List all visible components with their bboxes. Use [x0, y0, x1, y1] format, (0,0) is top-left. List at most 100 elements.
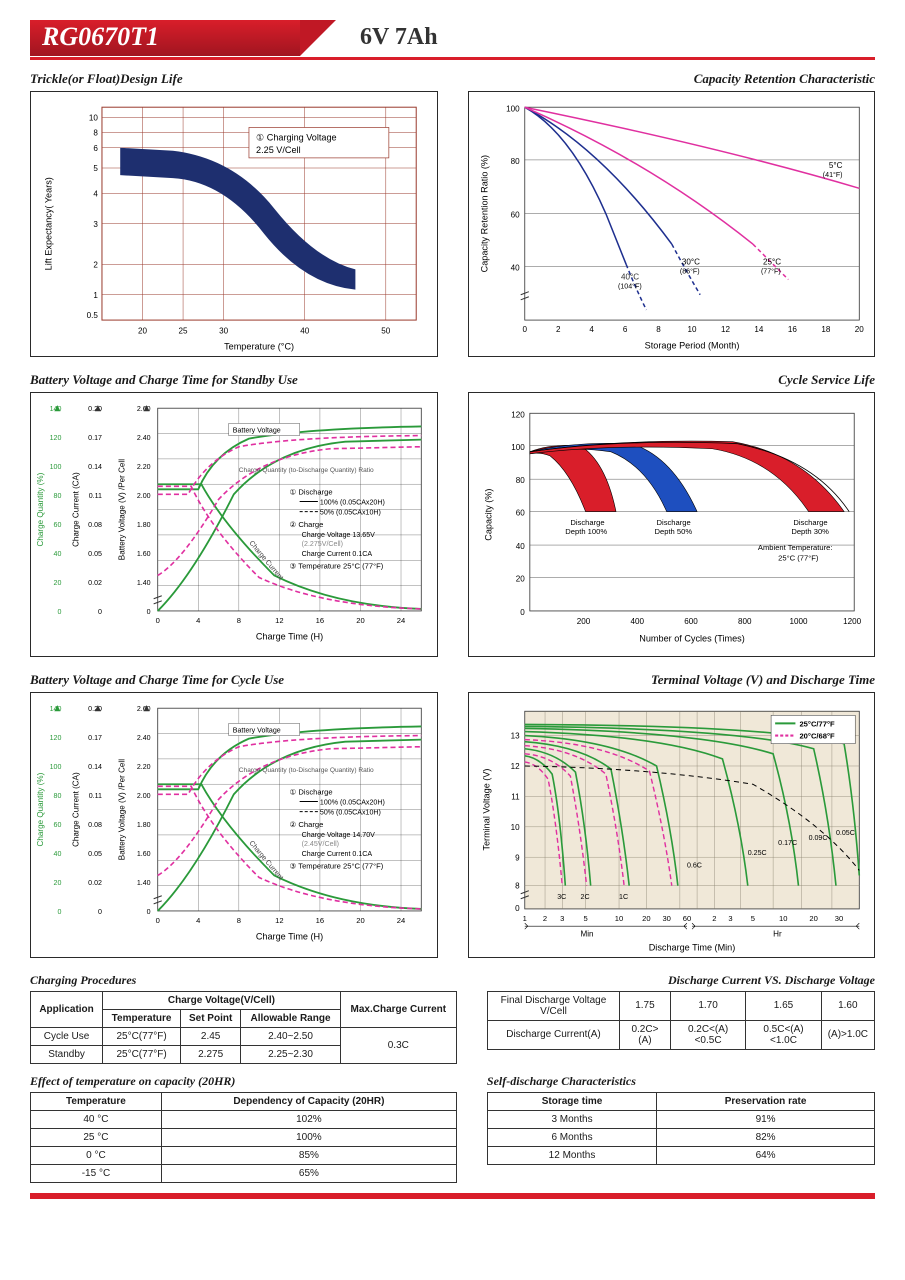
svg-text:1.40: 1.40: [137, 879, 151, 887]
svg-text:2: 2: [712, 914, 716, 923]
svg-text:0.5: 0.5: [87, 311, 99, 320]
svg-text:4: 4: [93, 189, 98, 198]
svg-text:2.00: 2.00: [137, 792, 151, 800]
svg-text:0.02: 0.02: [88, 579, 102, 587]
trickle-note1: ① Charging Voltage: [256, 133, 337, 143]
svg-text:0.14: 0.14: [88, 763, 102, 771]
svg-text:40: 40: [300, 326, 310, 335]
svg-text:8: 8: [237, 616, 241, 625]
svg-text:120: 120: [511, 410, 525, 419]
svg-text:0.09C: 0.09C: [808, 834, 827, 842]
svg-text:60: 60: [515, 508, 525, 517]
svg-text:0: 0: [98, 608, 102, 616]
svg-text:40: 40: [515, 542, 525, 551]
svg-text:Depth 100%: Depth 100%: [565, 526, 607, 535]
svg-text:1: 1: [93, 291, 98, 300]
svg-text:1000: 1000: [789, 617, 808, 626]
svg-text:60: 60: [54, 821, 62, 829]
svg-text:120: 120: [50, 434, 62, 442]
svg-text:20: 20: [54, 879, 62, 887]
svg-text:0.6C: 0.6C: [686, 861, 701, 869]
svg-text:Discharge: Discharge: [793, 517, 827, 526]
chart-title-trickle: Trickle(or Float)Design Life: [30, 71, 438, 87]
svg-text:Storage Period (Month): Storage Period (Month): [644, 340, 739, 350]
svg-text:100% (0.05CAx20H): 100% (0.05CAx20H): [320, 498, 385, 506]
svg-text:1: 1: [522, 914, 526, 923]
svg-text:40: 40: [54, 550, 62, 558]
svg-text:0.17C: 0.17C: [778, 839, 797, 847]
th-application: Application: [31, 991, 103, 1027]
svg-text:Min: Min: [580, 929, 593, 938]
svg-text:20: 20: [854, 325, 864, 334]
chart-standby: Battery VoltageCharge Quantity (to-Disch…: [30, 392, 438, 658]
svg-text:(2.275V/Cell): (2.275V/Cell): [302, 540, 343, 548]
trickle-note2: 2.25 V/Cell: [256, 145, 301, 155]
discharge-vs-title: Discharge Current VS. Discharge Voltage: [487, 973, 875, 988]
svg-text:11: 11: [511, 793, 520, 802]
svg-text:1C: 1C: [619, 893, 628, 901]
th-charge-voltage: Charge Voltage(V/Cell): [103, 991, 341, 1009]
svg-text:③ Temperature 25°C (77°F): ③ Temperature 25°C (77°F): [290, 861, 384, 870]
svg-text:16: 16: [316, 616, 324, 625]
svg-text:Charge Current (CA): Charge Current (CA): [72, 772, 81, 847]
svg-text:10: 10: [89, 113, 99, 122]
svg-text:0.11: 0.11: [89, 492, 102, 500]
svg-text:80: 80: [515, 476, 525, 485]
svg-text:2.40: 2.40: [137, 734, 151, 742]
table-row: Final Discharge Voltage V/Cell 1.75 1.70…: [487, 991, 874, 1020]
chart-title-terminal: Terminal Voltage (V) and Discharge Time: [468, 672, 876, 688]
svg-text:5: 5: [583, 914, 587, 923]
svg-text:0: 0: [520, 608, 525, 617]
table-row: 6 Months82%: [487, 1128, 874, 1146]
svg-text:12: 12: [275, 616, 283, 625]
svg-text:Discharge: Discharge: [570, 517, 604, 526]
svg-text:1.60: 1.60: [137, 850, 151, 858]
svg-text:80: 80: [54, 792, 62, 800]
svg-text:50: 50: [381, 326, 391, 335]
svg-text:Charge Quantity (to-Discharge: Charge Quantity (to-Discharge Quantity) …: [239, 767, 374, 774]
svg-text:2.00: 2.00: [137, 492, 151, 500]
svg-text:Charge Quantity (%): Charge Quantity (%): [36, 773, 45, 847]
svg-text:0.02: 0.02: [88, 879, 102, 887]
chart-title-cycleuse: Battery Voltage and Charge Time for Cycl…: [30, 672, 438, 688]
table-row: 3 Months91%: [487, 1110, 874, 1128]
th-setpoint: Set Point: [181, 1009, 241, 1027]
svg-text:Charge Voltage 14.70V: Charge Voltage 14.70V: [302, 831, 375, 839]
svg-text:(41°F): (41°F): [822, 171, 842, 179]
table-row: 40 °C102%: [31, 1110, 457, 1128]
svg-text:Battery Voltage (V) /Per Cell: Battery Voltage (V) /Per Cell: [117, 759, 126, 860]
svg-text:Charge Time (H): Charge Time (H): [256, 631, 323, 641]
table-row: 0 °C85%: [31, 1146, 457, 1164]
chart-title-retention: Capacity Retention Characteristic: [468, 71, 876, 87]
svg-text:0: 0: [156, 916, 160, 925]
svg-text:100: 100: [511, 442, 525, 451]
chart-terminal: 25°C/77°F 20°C/68°F 3C2C 1C0.6C 0.25C0.1…: [468, 692, 876, 958]
svg-text:2: 2: [542, 914, 546, 923]
svg-text:0.05: 0.05: [88, 850, 102, 858]
footer-rule: [30, 1193, 875, 1199]
svg-text:50% (0.05CAx10H): 50% (0.05CAx10H): [320, 809, 381, 817]
svg-text:2.40: 2.40: [137, 434, 151, 442]
svg-text:30°C: 30°C: [681, 257, 699, 266]
chart-title-standby: Battery Voltage and Charge Time for Stan…: [30, 372, 438, 388]
svg-text:Discharge: Discharge: [656, 517, 690, 526]
svg-text:0: 0: [147, 608, 151, 616]
svg-text:8: 8: [93, 129, 98, 138]
svg-text:0.08: 0.08: [88, 821, 102, 829]
svg-text:Charge Quantity (to-Discharge: Charge Quantity (to-Discharge Quantity) …: [239, 467, 374, 474]
svg-text:Ambient Temperature:: Ambient Temperature:: [757, 543, 832, 552]
svg-text:30: 30: [662, 914, 670, 923]
svg-text:60: 60: [510, 211, 520, 220]
svg-text:0: 0: [57, 908, 61, 916]
chart-cyclelife: DischargeDepth 100% DischargeDepth 50% D…: [468, 392, 876, 658]
svg-text:80: 80: [54, 492, 62, 500]
chart-retention: 40°C(104°F) 30°C(86°F) 25°C(77°F) 5°C(41…: [468, 91, 876, 357]
svg-text:60: 60: [682, 914, 690, 923]
svg-text:Charge Time (H): Charge Time (H): [256, 931, 323, 941]
svg-text:Depth 30%: Depth 30%: [791, 526, 829, 535]
svg-text:0.11: 0.11: [89, 792, 102, 800]
svg-text:25°C: 25°C: [762, 257, 780, 266]
svg-text:8: 8: [515, 882, 520, 891]
svg-text:14: 14: [754, 325, 764, 334]
svg-text:Discharge Time (Min): Discharge Time (Min): [648, 943, 735, 953]
